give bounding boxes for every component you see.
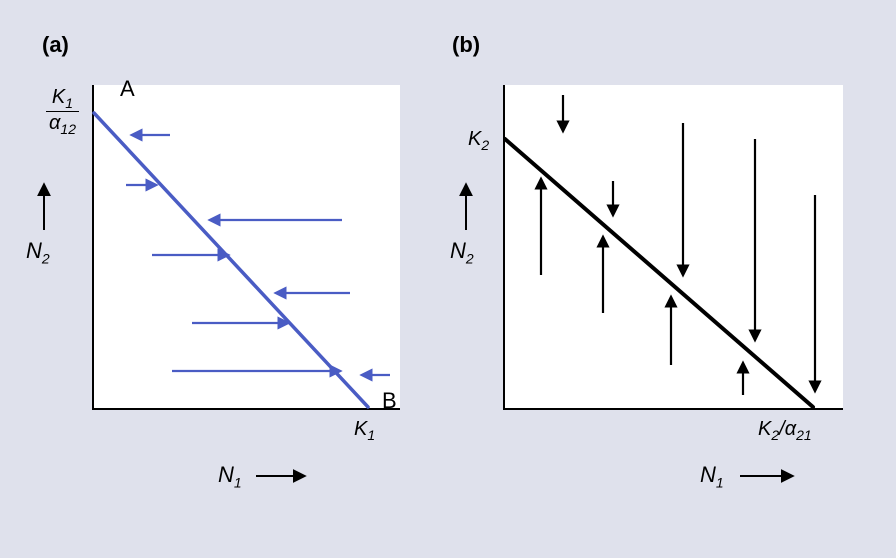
panel-a-endpoint-B: B (382, 388, 397, 414)
panel-b-y-intercept-label: K2 (468, 128, 489, 153)
panel-a-svg (92, 85, 400, 410)
panel-b-x-intercept-label: K2/α21 (758, 418, 812, 443)
panel-a-x-axis-label: N1 (218, 462, 242, 490)
panel-b-x-axis-arrow (740, 466, 800, 486)
panel-b-x-axis-label: N1 (700, 462, 724, 490)
panel-a-x-axis-arrow (256, 466, 311, 486)
panel-b-label: (b) (452, 32, 480, 58)
panel-a-label: (a) (42, 32, 69, 58)
panel-a-plot (92, 85, 400, 410)
panel-b-svg (503, 85, 843, 410)
panel-b-plot (503, 85, 843, 410)
panel-a-y-intercept-label: K1 α12 (46, 86, 79, 138)
figure-container: { "canvas": { "w": 896, "h": 558, "bg": … (0, 0, 896, 558)
panel-a-endpoint-A: A (120, 76, 135, 102)
panel-a-x-intercept-label: K1 (354, 418, 375, 443)
panel-b-y-axis-arrow (456, 180, 476, 235)
panel-a-y-axis-label: N2 (26, 238, 50, 266)
panel-a-y-axis-arrow (34, 180, 54, 235)
panel-b-y-axis-label: N2 (450, 238, 474, 266)
